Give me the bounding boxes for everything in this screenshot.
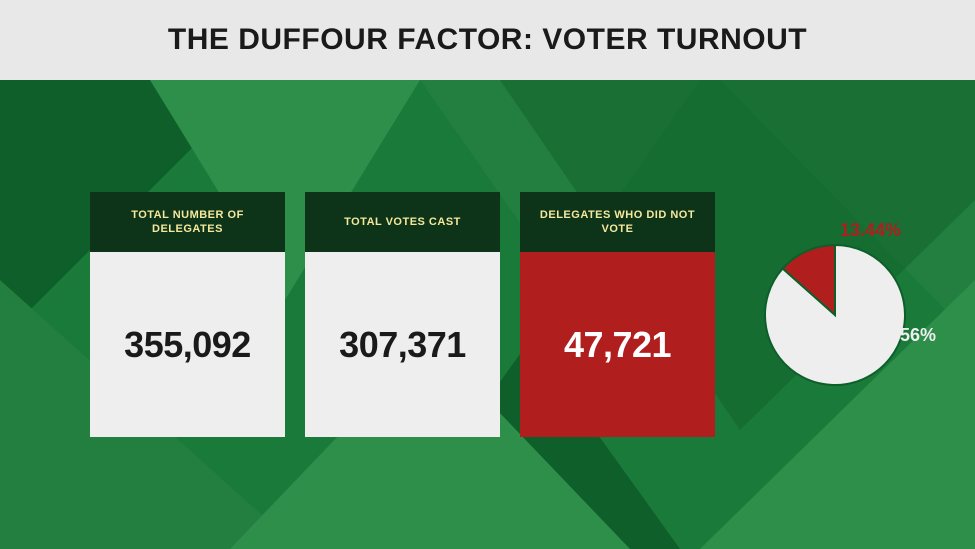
pie-chart-wrap: 86.56% 13.44%	[745, 225, 925, 405]
stat-card-value: 47,721	[520, 252, 715, 437]
stat-card-label: TOTAL VOTES CAST	[305, 192, 500, 252]
header-bar: THE DUFFOUR FACTOR: VOTER TURNOUT	[0, 0, 975, 80]
stat-card-value: 355,092	[90, 252, 285, 437]
stat-card-did-not-vote: DELEGATES WHO DID NOT VOTE 47,721	[520, 192, 715, 437]
stat-card-delegates: TOTAL NUMBER OF DELEGATES 355,092	[90, 192, 285, 437]
stat-card-value: 307,371	[305, 252, 500, 437]
pie-label-not-voted: 13.44%	[840, 220, 901, 241]
content-row: TOTAL NUMBER OF DELEGATES 355,092 TOTAL …	[0, 80, 975, 549]
stat-card-label: TOTAL NUMBER OF DELEGATES	[90, 192, 285, 252]
stat-card-votes-cast: TOTAL VOTES CAST 307,371	[305, 192, 500, 437]
page-title: THE DUFFOUR FACTOR: VOTER TURNOUT	[168, 23, 807, 57]
stat-card-label: DELEGATES WHO DID NOT VOTE	[520, 192, 715, 252]
main-panel: TOTAL NUMBER OF DELEGATES 355,092 TOTAL …	[0, 80, 975, 549]
pie-chart	[745, 225, 925, 405]
pie-label-voted: 86.56%	[875, 325, 936, 346]
